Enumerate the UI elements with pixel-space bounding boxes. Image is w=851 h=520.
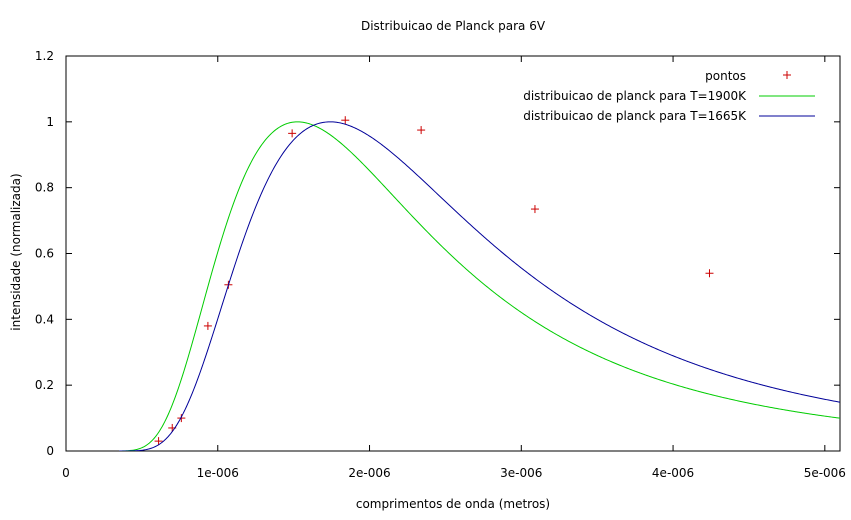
x-tick-label: 5e-006 <box>804 466 846 480</box>
chart-title: Distribuicao de Planck para 6V <box>361 19 546 33</box>
legend-label: distribuicao de planck para T=1900K <box>523 89 747 103</box>
series-line-1665K <box>119 121 840 451</box>
y-tick-label: 1.2 <box>35 49 54 63</box>
data-point <box>203 321 212 330</box>
y-tick-label: 0.2 <box>35 378 54 392</box>
legend-label: distribuicao de planck para T=1665K <box>523 109 747 123</box>
legend-label: pontos <box>705 69 746 83</box>
y-tick-label: 0 <box>46 444 54 458</box>
series-line-1900K <box>119 121 840 451</box>
x-tick-label: 4e-006 <box>652 466 694 480</box>
x-tick-label: 3e-006 <box>500 466 542 480</box>
legend-marker <box>783 71 791 79</box>
y-tick-label: 0.4 <box>35 312 54 326</box>
y-tick-label: 0.8 <box>35 181 54 195</box>
data-point <box>417 126 426 135</box>
data-point <box>177 414 186 423</box>
ticks-layer: 0 1e-006 2e-006 3e-006 4e-006 5e-006 0 0.2 0.4 0.… <box>35 49 846 480</box>
y-tick-label: 1 <box>46 115 54 129</box>
x-tick-label: 2e-006 <box>348 466 390 480</box>
data-point <box>288 129 297 138</box>
x-tick-label: 1e-006 <box>197 466 239 480</box>
data-point <box>341 116 350 125</box>
data-point <box>154 437 163 446</box>
legend: pontos distribuicao de planck para T=1900… <box>523 69 815 123</box>
x-tick-label: 0 <box>62 466 70 480</box>
x-axis-label: comprimentos de onda (metros) <box>356 497 550 511</box>
series-layer <box>119 116 840 451</box>
y-axis-label: intensidade (normalizada) <box>9 173 23 330</box>
y-tick-label: 0.6 <box>35 247 54 261</box>
data-point <box>530 205 539 214</box>
data-point <box>705 269 714 278</box>
